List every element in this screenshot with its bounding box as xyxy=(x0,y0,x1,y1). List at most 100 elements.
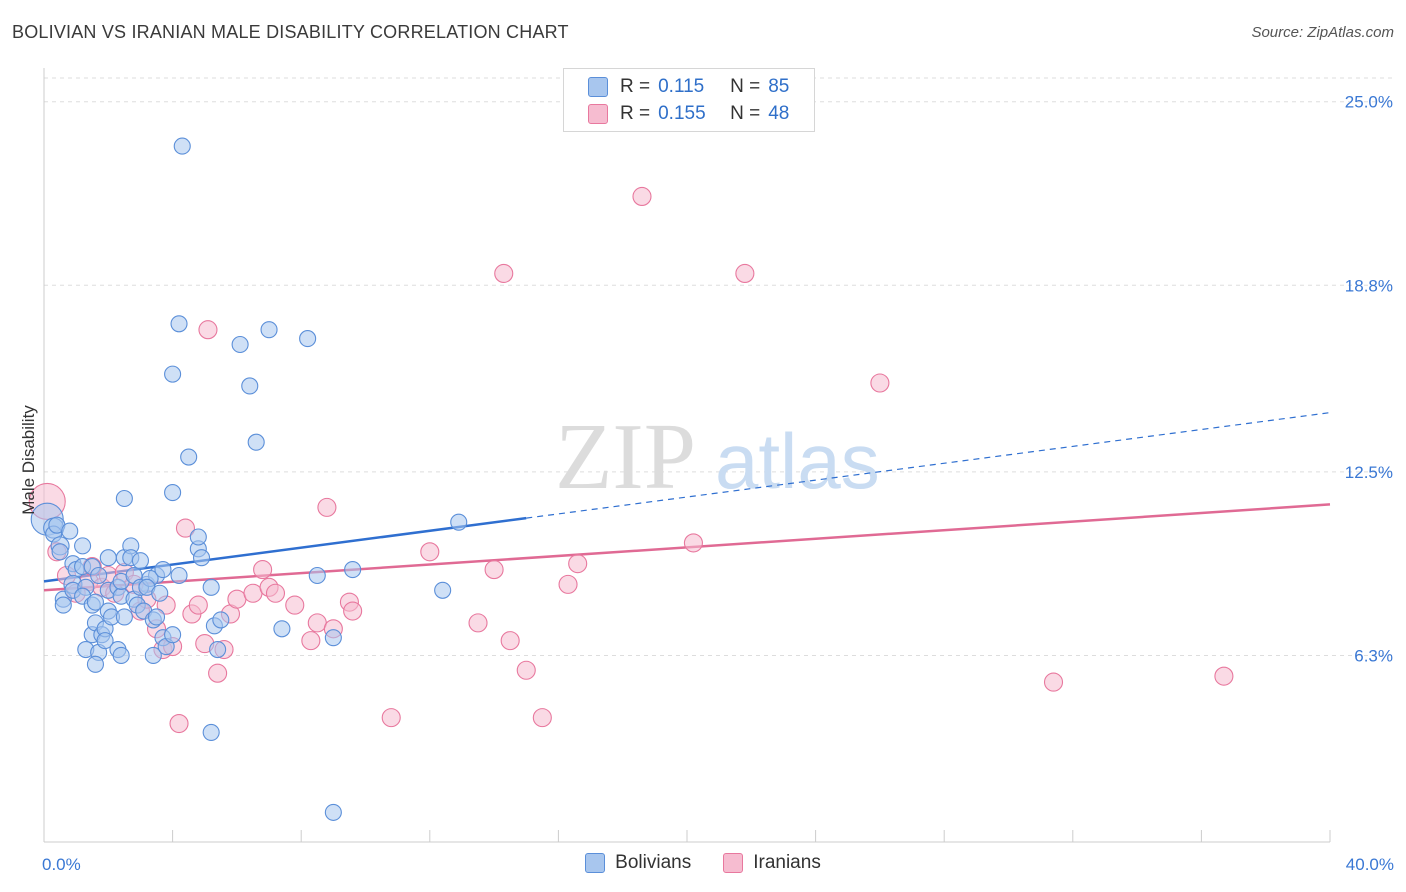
r-value: 0.155 xyxy=(658,103,706,124)
iranian-point xyxy=(500,631,520,651)
bolivians-trend-dashed xyxy=(526,412,1331,519)
y-axis-title: Male Disability xyxy=(19,405,38,515)
watermark: ZIP atlas xyxy=(555,405,880,509)
iranians-swatch xyxy=(588,104,608,124)
bolivian-point xyxy=(164,626,182,644)
x-tick-label: 40.0% xyxy=(1346,855,1394,874)
iranian-point xyxy=(198,320,218,340)
bolivian-point xyxy=(434,581,452,599)
bolivian-point xyxy=(99,549,117,567)
bolivian-point xyxy=(170,566,188,585)
bolivian-point xyxy=(247,433,265,451)
legend-label-iranians: Iranians xyxy=(753,852,821,873)
bolivian-point xyxy=(241,377,259,395)
iranian-point xyxy=(568,554,588,574)
bolivian-point xyxy=(54,596,72,614)
watermark-atlas: atlas xyxy=(715,417,880,505)
bolivian-point xyxy=(151,584,169,602)
bolivian-point xyxy=(131,552,149,570)
iranian-point xyxy=(307,613,327,633)
iranian-point xyxy=(516,660,536,680)
bolivian-point xyxy=(344,561,362,579)
iranian-point xyxy=(494,263,514,283)
iranian-point xyxy=(253,560,273,580)
r-label: R = xyxy=(620,103,651,124)
points-layer xyxy=(28,137,1234,821)
legend-row-iranians: R = 0.155 N = 48 xyxy=(588,101,789,127)
n-value: 85 xyxy=(768,76,790,97)
iranian-point xyxy=(484,560,504,580)
bolivian-point xyxy=(147,608,166,626)
bolivian-point xyxy=(115,489,133,508)
iranian-point xyxy=(265,583,286,603)
bolivian-point xyxy=(209,640,227,659)
n-label: N = xyxy=(730,76,761,97)
series-legend: Bolivians Iranians xyxy=(0,852,1406,874)
bolivian-point xyxy=(170,315,188,333)
iranian-point xyxy=(343,601,363,621)
iranian-point xyxy=(1214,666,1234,686)
bolivian-point xyxy=(273,620,291,638)
iranian-point xyxy=(532,708,552,728)
bolivian-point xyxy=(154,561,172,579)
iranian-point xyxy=(208,663,228,683)
iranians-swatch xyxy=(723,853,744,873)
n-value: 48 xyxy=(768,103,790,124)
bolivian-point xyxy=(112,646,130,664)
bolivian-point xyxy=(61,522,79,540)
bolivian-point xyxy=(164,484,182,502)
bolivian-point xyxy=(192,549,211,567)
y-tick-label: 25.0% xyxy=(1345,93,1393,112)
iranian-point xyxy=(188,595,208,615)
legend-label-bolivians: Bolivians xyxy=(615,852,692,873)
bolivians-swatch xyxy=(585,853,606,873)
iranian-point xyxy=(1043,672,1064,692)
bolivian-point xyxy=(260,321,278,339)
iranian-point xyxy=(558,574,578,594)
grid-layer xyxy=(44,77,1392,656)
iranian-point xyxy=(227,589,247,609)
iranian-point xyxy=(317,497,337,517)
iranian-point xyxy=(169,714,189,734)
iranian-point xyxy=(683,533,703,553)
source-label: Source: ZipAtlas.com xyxy=(1251,24,1394,41)
bolivian-point xyxy=(324,629,342,647)
iranian-point xyxy=(735,263,755,283)
bolivian-point xyxy=(74,537,92,555)
bolivian-point xyxy=(202,578,220,596)
watermark-zip: ZIP xyxy=(555,405,696,509)
bolivian-point xyxy=(212,611,230,629)
bolivian-point xyxy=(324,803,342,821)
bolivian-point xyxy=(144,646,162,664)
correlation-legend: R = 0.115 N = 85 R = 0.155 N = 48 xyxy=(563,68,815,132)
x-tick-label: 0.0% xyxy=(42,855,81,874)
iranian-point xyxy=(175,518,196,538)
bolivian-point xyxy=(299,330,317,348)
n-label: N = xyxy=(730,103,761,124)
iranian-point xyxy=(632,186,652,206)
bolivian-point xyxy=(96,632,114,650)
axis-layer xyxy=(43,68,1331,843)
iranian-point xyxy=(243,583,263,603)
y-tick-label: 12.5% xyxy=(1345,463,1393,482)
iranian-point xyxy=(381,708,401,728)
iranian-point xyxy=(285,595,305,615)
bolivian-point xyxy=(202,723,220,741)
legend-item-bolivians[interactable]: Bolivians xyxy=(585,852,691,874)
bolivian-point xyxy=(450,513,468,531)
bolivian-point xyxy=(164,365,182,383)
iranian-point xyxy=(420,542,440,562)
bolivian-point xyxy=(115,608,133,626)
bolivian-point xyxy=(189,528,207,546)
y-tick-label: 18.8% xyxy=(1345,276,1393,295)
legend-row-bolivians: R = 0.115 N = 85 xyxy=(588,74,789,100)
bolivian-point xyxy=(180,448,198,466)
bolivian-point xyxy=(231,335,249,354)
r-label: R = xyxy=(620,76,651,97)
iranian-point xyxy=(301,631,321,651)
bolivian-point xyxy=(86,593,104,611)
y-tick-label: 6.3% xyxy=(1354,646,1393,665)
label-layer: 6.3% 12.5% 18.8% 25.0% 0.0% 40.0% Male Disabil… xyxy=(19,93,1394,874)
legend-item-iranians[interactable]: Iranians xyxy=(723,852,821,874)
